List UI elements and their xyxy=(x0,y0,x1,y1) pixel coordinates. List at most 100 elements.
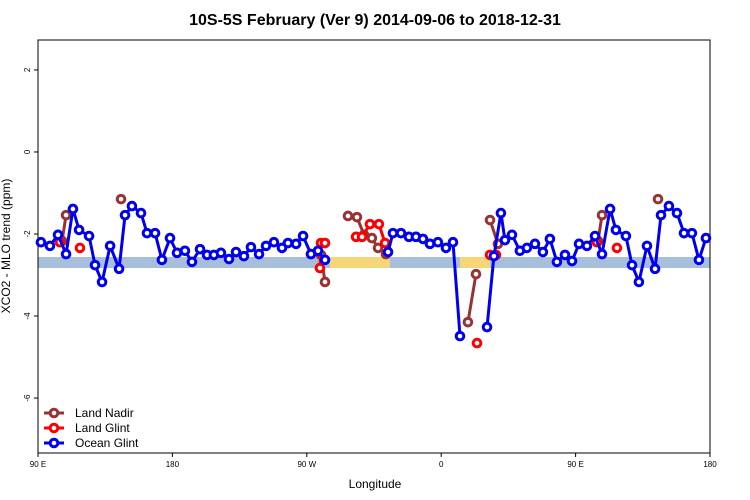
point xyxy=(135,207,147,219)
point xyxy=(484,214,496,226)
point xyxy=(581,240,593,252)
point xyxy=(89,259,101,271)
point xyxy=(113,263,125,275)
point xyxy=(342,210,354,222)
point xyxy=(604,203,616,215)
x-tick-label: 90 E xyxy=(567,460,583,469)
point xyxy=(179,245,191,257)
point xyxy=(156,254,168,266)
point xyxy=(319,237,331,249)
point xyxy=(351,211,363,223)
point xyxy=(35,236,47,248)
point xyxy=(268,236,280,248)
point xyxy=(424,238,436,250)
point xyxy=(60,209,72,221)
point xyxy=(481,321,493,333)
point xyxy=(230,246,242,258)
point xyxy=(319,276,331,288)
point xyxy=(620,230,632,242)
point xyxy=(611,242,623,254)
point xyxy=(686,227,698,239)
point xyxy=(379,237,391,249)
point xyxy=(319,254,331,266)
legend-marker xyxy=(48,437,60,449)
point xyxy=(52,229,64,241)
point xyxy=(83,230,95,242)
point xyxy=(382,246,394,258)
y-tick-label: 0 xyxy=(23,149,32,154)
point xyxy=(700,232,712,244)
land-strip xyxy=(330,257,390,268)
point xyxy=(119,209,131,221)
point xyxy=(395,227,407,239)
x-axis-label: Longitude xyxy=(349,477,402,491)
point xyxy=(559,249,571,261)
point xyxy=(356,231,368,243)
point xyxy=(223,253,235,265)
point xyxy=(432,236,444,248)
point xyxy=(649,263,661,275)
point xyxy=(67,203,79,215)
point xyxy=(626,259,638,271)
point xyxy=(488,250,500,262)
point xyxy=(471,337,483,349)
x-tick-label: 180 xyxy=(166,460,180,469)
point xyxy=(366,232,378,244)
point xyxy=(671,207,683,219)
point xyxy=(499,234,511,246)
legend-label: Land Glint xyxy=(75,421,130,435)
point xyxy=(186,256,198,268)
y-tick-label: -2 xyxy=(23,230,32,238)
legend-marker xyxy=(48,422,60,434)
point xyxy=(74,242,86,254)
point xyxy=(297,230,309,242)
x-tick-label: 0 xyxy=(439,460,444,469)
point xyxy=(566,255,578,267)
point xyxy=(312,245,324,257)
legend-label: Land Nadir xyxy=(75,406,134,420)
point xyxy=(693,254,705,266)
point xyxy=(44,240,56,252)
point xyxy=(104,240,116,252)
point xyxy=(364,218,376,230)
y-tick-label: 2 xyxy=(23,67,32,72)
point xyxy=(60,248,72,260)
point xyxy=(462,316,474,328)
point xyxy=(551,256,563,268)
point xyxy=(115,193,127,205)
chart-title: 10S-5S February (Ver 9) 2014-09-06 to 20… xyxy=(189,12,561,29)
point xyxy=(641,240,653,252)
legend-marker xyxy=(48,407,60,419)
point xyxy=(470,268,482,280)
point xyxy=(454,330,466,342)
point xyxy=(149,227,161,239)
point xyxy=(537,246,549,258)
point xyxy=(164,232,176,244)
point xyxy=(447,236,459,248)
point xyxy=(610,224,622,236)
point xyxy=(387,227,399,239)
x-tick-label: 90 E xyxy=(30,460,46,469)
point xyxy=(529,238,541,250)
x-tick-label: 180 xyxy=(703,460,717,469)
point xyxy=(96,276,108,288)
point xyxy=(282,237,294,249)
point xyxy=(372,242,384,254)
x-tick-label: 90 W xyxy=(297,460,316,469)
point xyxy=(260,240,272,252)
point xyxy=(141,227,153,239)
land-strip xyxy=(460,257,490,268)
point xyxy=(521,242,533,254)
point xyxy=(373,218,385,230)
y-axis-label: XCO2 - MLO trend (ppm) xyxy=(0,179,13,314)
y-tick-label: -6 xyxy=(23,394,32,402)
legend-label: Ocean Glint xyxy=(75,436,139,450)
point xyxy=(245,241,257,253)
point xyxy=(290,238,302,250)
point xyxy=(440,242,452,254)
point xyxy=(417,233,429,245)
point xyxy=(652,193,664,205)
point xyxy=(194,243,206,255)
point xyxy=(506,229,518,241)
point xyxy=(238,250,250,262)
